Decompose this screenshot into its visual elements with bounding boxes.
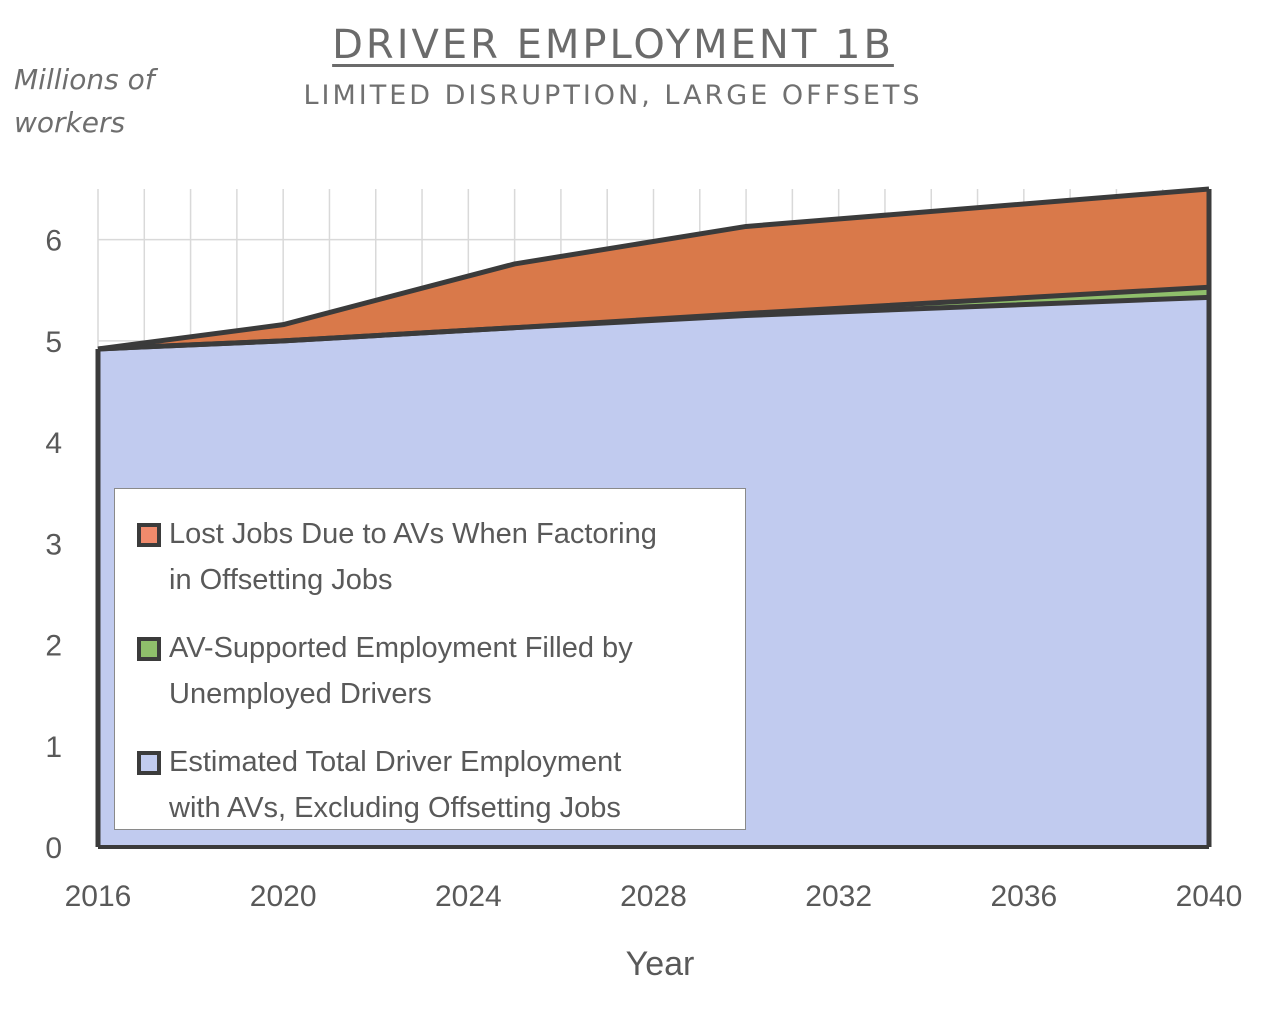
legend-label-line: with AVs, Excluding Offsetting Jobs xyxy=(169,792,621,824)
area-lost-jobs xyxy=(98,189,1209,349)
line-av-supported xyxy=(97,284,1210,352)
chart-subtitle: LIMITED DISRUPTION, LARGE OFFSETS xyxy=(303,80,923,111)
x-tick-label: 2016 xyxy=(65,880,132,913)
y-tick-label: 6 xyxy=(45,225,62,258)
legend: Lost Jobs Due to AVs When Factoring in O… xyxy=(114,488,746,830)
legend-label-lost-jobs: Lost Jobs Due to AVs When Factoring in O… xyxy=(169,511,657,603)
y-tick-label: 5 xyxy=(45,326,62,359)
legend-label-total-employment: Estimated Total Driver Employment with A… xyxy=(169,739,621,831)
x-tick-label: 2032 xyxy=(805,880,872,913)
chart-title: DRIVER EMPLOYMENT 1B xyxy=(0,22,1226,68)
legend-label-av-supported: AV-Supported Employment Filled by Unempl… xyxy=(169,625,633,717)
y-tick-label: 4 xyxy=(45,427,62,460)
chart-title-text: DRIVER EMPLOYMENT 1B xyxy=(332,22,894,68)
y-axis-label: Millions of workers xyxy=(14,63,155,139)
x-tick-label: 2020 xyxy=(250,880,317,913)
y-tick-label: 2 xyxy=(45,630,62,663)
legend-swatch-total-employment xyxy=(137,751,161,775)
legend-label-line: AV-Supported Employment Filled by xyxy=(169,632,633,664)
x-tick-labels: 2016 2020 2024 2028 2032 2036 2040 xyxy=(65,880,1243,913)
line-lost-jobs xyxy=(97,186,1210,352)
x-axis-label: Year xyxy=(626,945,695,983)
legend-label-line: in Offsetting Jobs xyxy=(169,564,393,596)
y-tick-labels: 0 1 2 3 4 5 6 xyxy=(45,225,62,865)
x-tick-label: 2028 xyxy=(620,880,687,913)
y-tick-label: 3 xyxy=(45,528,62,561)
x-tick-label: 2040 xyxy=(1176,880,1243,913)
legend-label-line: Unemployed Drivers xyxy=(169,678,432,710)
x-tick-label: 2024 xyxy=(435,880,502,913)
y-tick-label: 1 xyxy=(45,731,62,764)
y-tick-label: 0 xyxy=(45,832,62,865)
series-outlines xyxy=(95,186,1212,849)
legend-swatch-av-supported xyxy=(137,637,161,661)
x-tick-label: 2036 xyxy=(990,880,1057,913)
legend-label-line: Lost Jobs Due to AVs When Factoring xyxy=(169,518,657,550)
legend-swatch-lost-jobs xyxy=(137,523,161,547)
legend-label-line: Estimated Total Driver Employment xyxy=(169,746,622,778)
